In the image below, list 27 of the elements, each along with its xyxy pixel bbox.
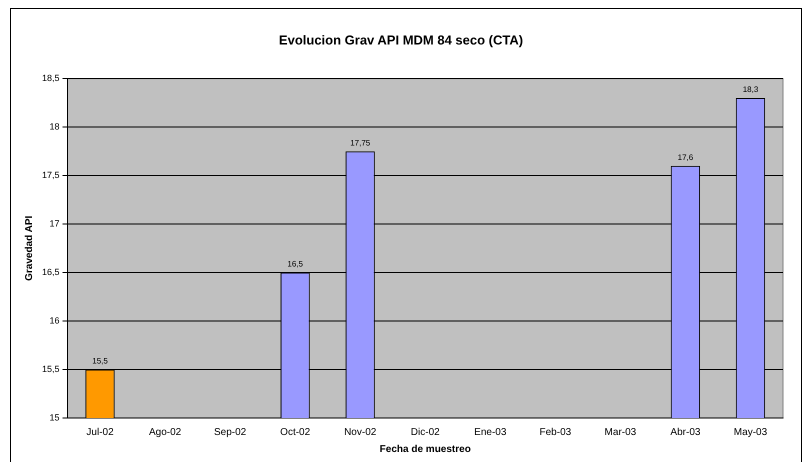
x-tick-label: Oct-02 bbox=[280, 426, 311, 438]
y-axis-title: Gravedad API bbox=[24, 215, 35, 281]
x-tick-label: Nov-02 bbox=[344, 426, 377, 438]
y-tick-label: 17 bbox=[50, 218, 60, 229]
data-label: 15,5 bbox=[92, 356, 108, 366]
data-label: 17,6 bbox=[678, 153, 694, 162]
data-label: 18,3 bbox=[742, 85, 759, 94]
data-label: 17,75 bbox=[350, 138, 371, 148]
x-tick-label: Abr-03 bbox=[670, 426, 701, 438]
y-tick-label: 16,5 bbox=[42, 267, 60, 278]
x-tick-label: May-03 bbox=[734, 426, 768, 438]
y-tick-label: 15 bbox=[50, 412, 60, 422]
y-tick-label: 15,5 bbox=[42, 364, 60, 374]
x-tick-label: Ene-03 bbox=[474, 426, 507, 438]
x-tick-label: Ago-02 bbox=[148, 426, 182, 438]
x-tick-label: Dic-02 bbox=[410, 426, 440, 438]
x-tick-label: Jul-02 bbox=[86, 426, 114, 438]
y-tick-label: 18,5 bbox=[42, 73, 60, 84]
y-tick-label: 17,5 bbox=[42, 170, 60, 180]
x-tick-label: Feb-03 bbox=[540, 426, 572, 438]
y-tick-label: 18 bbox=[50, 122, 60, 132]
y-tick-label: 16 bbox=[50, 316, 60, 326]
x-tick-label: Mar-03 bbox=[604, 426, 637, 438]
x-tick-label: Sep-02 bbox=[214, 426, 247, 438]
chart-title: Evolucion Grav API MDM 84 seco (CTA) bbox=[278, 32, 524, 48]
data-label: 16,5 bbox=[287, 260, 304, 269]
x-axis-title: Fecha de muestreo bbox=[380, 444, 471, 455]
